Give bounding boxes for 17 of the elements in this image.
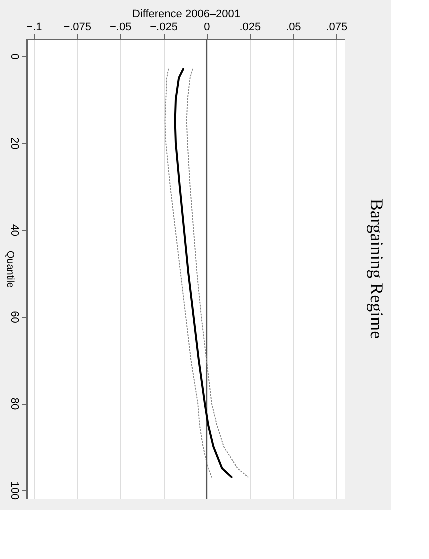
y-tick-label: 80 [8, 398, 20, 410]
y-tick-label: 0 [8, 54, 20, 60]
y-tick-label: 40 [8, 224, 20, 237]
x-tick-label: .025 [240, 22, 262, 34]
x-tick-label: −.1 [26, 22, 42, 34]
text: Bargaining Regime [367, 198, 388, 340]
x-tick-label: .075 [326, 22, 348, 34]
y-tick-label: 100 [8, 482, 20, 500]
y-axis-title: Quantile [4, 250, 16, 289]
x-tick-label: −.05 [110, 22, 132, 34]
y-tick-label: 20 [8, 138, 20, 150]
x-axis-title: Difference 2006–2001 [132, 8, 241, 20]
x-tick-label: 0 [204, 22, 210, 34]
y-tick-label: 60 [8, 311, 20, 324]
x-tick-label: .05 [286, 22, 302, 34]
x-tick-label: −.075 [64, 22, 92, 34]
x-tick-label: −.025 [150, 22, 178, 34]
